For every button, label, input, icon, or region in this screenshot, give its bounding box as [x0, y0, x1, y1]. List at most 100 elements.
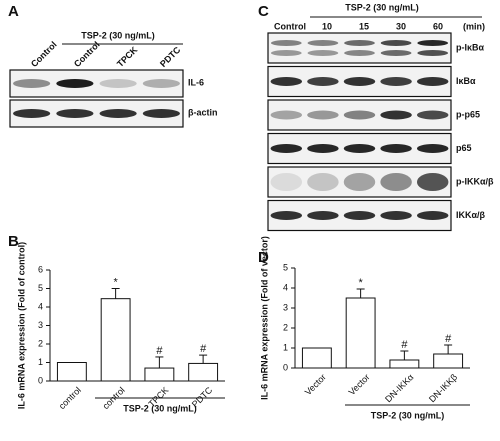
blot-band [380, 144, 412, 153]
row-label: IκBα [456, 76, 476, 86]
blot-box [267, 166, 452, 198]
group-label: TSP-2 (30 ng/mL) [371, 410, 445, 420]
row-label: p65 [456, 143, 472, 153]
blot-band [56, 109, 94, 118]
group-label: TSP-2 (30 ng/mL) [123, 403, 197, 413]
blot-band [380, 110, 412, 120]
panel-label: B [8, 233, 19, 250]
significance-marker: # [156, 345, 163, 357]
blot-band [416, 211, 449, 220]
blot-band [380, 40, 412, 46]
blot-band [416, 110, 449, 120]
y-tick-label: 2 [38, 338, 43, 348]
panel-label: A [8, 3, 19, 20]
row-label: p-IκBα [456, 42, 485, 52]
bar [433, 353, 464, 369]
lane-label: Control [29, 39, 59, 69]
blot-band [13, 79, 51, 88]
blot-band [416, 173, 449, 191]
blot-band [343, 211, 376, 220]
y-tick-label: 2 [283, 322, 288, 332]
row-label: p-p65 [456, 109, 480, 119]
panel-label: C [258, 3, 269, 20]
bar [345, 297, 376, 369]
row-label: p-IKKα/β [456, 176, 494, 186]
blot-band [416, 144, 449, 153]
significance-marker: # [401, 339, 408, 351]
blot-band [416, 77, 449, 86]
blot-band [307, 110, 339, 120]
blot-band [417, 40, 449, 46]
x-tick-label: control [57, 385, 83, 411]
x-tick-label: DN-IKKα [383, 372, 415, 404]
y-tick-label: 3 [283, 302, 288, 312]
blot-band [380, 173, 412, 191]
y-tick-label: 1 [38, 357, 43, 367]
blot-band [343, 77, 376, 86]
blot-band [56, 79, 94, 88]
blot-band [417, 50, 449, 56]
panel-label: D [258, 249, 269, 266]
blot-band [344, 40, 375, 46]
row-label: IL-6 [188, 77, 204, 87]
lane-label: 10 [322, 21, 332, 31]
y-axis-label: IL-6 mRNA expression (Fold of vector) [259, 236, 269, 400]
blot-band [142, 79, 180, 88]
row-label: β-actin [188, 107, 218, 117]
blot-band [380, 211, 412, 220]
blot-band [344, 50, 375, 56]
bar [144, 367, 175, 382]
blot-band [270, 50, 302, 56]
blot-box [267, 32, 452, 64]
blot-band [270, 173, 303, 191]
significance-marker: # [445, 333, 452, 345]
lane-label: Control [274, 21, 306, 31]
y-tick-label: 1 [283, 342, 288, 352]
blot-band [270, 110, 303, 120]
y-tick-label: 3 [38, 320, 43, 330]
y-tick-label: 4 [38, 301, 43, 311]
y-tick-label: 5 [283, 262, 288, 272]
lane-label: PDTC [158, 44, 183, 69]
row-label: IKKα/β [456, 210, 486, 220]
blot-band [307, 50, 339, 56]
blot-band [99, 109, 137, 118]
group-label: TSP-2 (30 ng/mL) [345, 2, 419, 12]
blot-band [307, 144, 339, 153]
blot-band [270, 40, 302, 46]
blot-band [142, 109, 180, 118]
bar [389, 359, 420, 369]
y-tick-label: 0 [283, 362, 288, 372]
lane-label: TPCK [115, 44, 140, 69]
unit-label: (min) [463, 21, 485, 31]
significance-marker: * [113, 276, 118, 288]
y-tick-label: 4 [283, 282, 288, 292]
y-tick-label: 5 [38, 283, 43, 293]
lane-label: 60 [433, 21, 443, 31]
blot-band [380, 77, 412, 86]
blot-band [307, 173, 339, 191]
x-tick-label: Vector [347, 372, 372, 397]
bar [100, 298, 131, 382]
blot-band [380, 50, 412, 56]
blot-band [270, 144, 303, 153]
bar [188, 362, 219, 382]
blot-band [13, 109, 51, 118]
blot-band [99, 79, 137, 88]
blot-band [343, 110, 376, 120]
significance-marker: * [358, 277, 363, 289]
blot-band [270, 77, 303, 86]
x-tick-label: DN-IKKβ [427, 372, 459, 404]
lane-label: 30 [396, 21, 406, 31]
blot-band [343, 144, 376, 153]
blot-band [307, 77, 339, 86]
blot-band [307, 211, 339, 220]
y-tick-label: 0 [38, 375, 43, 385]
bar [56, 362, 87, 382]
blot-band [307, 40, 339, 46]
lane-label: 15 [359, 21, 369, 31]
y-tick-label: 6 [38, 264, 43, 274]
significance-marker: # [200, 343, 207, 355]
x-tick-label: Vector [303, 372, 328, 397]
